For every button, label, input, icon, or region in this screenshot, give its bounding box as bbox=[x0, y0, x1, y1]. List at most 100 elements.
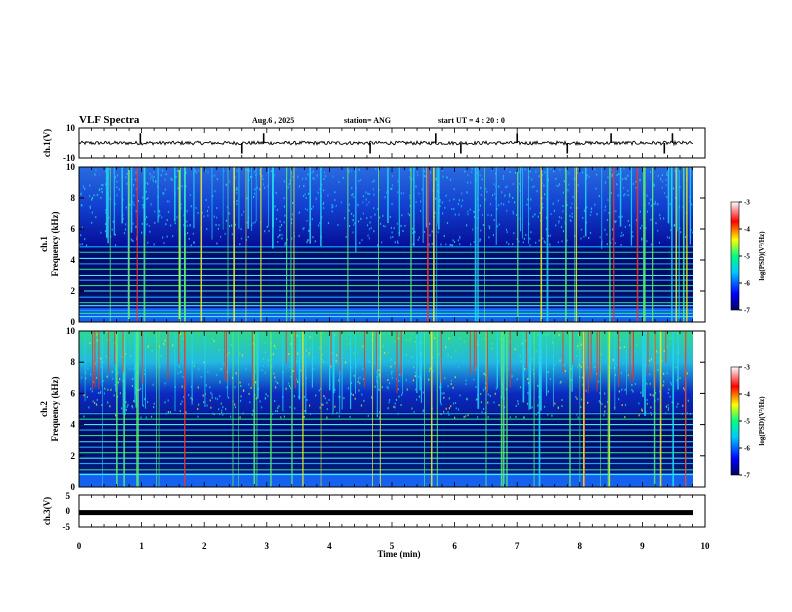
speckle bbox=[457, 203, 460, 206]
speckle bbox=[588, 236, 590, 239]
colorbar-ch2: -3-4-5-6-7 log(PSD)(V²/Hz) bbox=[730, 364, 766, 480]
speckle bbox=[562, 191, 564, 194]
speckle bbox=[236, 199, 238, 202]
speckle bbox=[446, 176, 448, 179]
speckle bbox=[414, 231, 416, 234]
speckle bbox=[635, 180, 637, 183]
speckle bbox=[563, 180, 565, 183]
speckle bbox=[480, 229, 482, 232]
speckle bbox=[226, 386, 228, 389]
speckle bbox=[623, 345, 626, 348]
speckle bbox=[400, 403, 402, 406]
speckle bbox=[148, 345, 150, 348]
speckle bbox=[313, 348, 315, 351]
speckle bbox=[464, 170, 466, 173]
speckle bbox=[180, 403, 182, 406]
speckle bbox=[417, 174, 419, 177]
speckle bbox=[223, 169, 225, 172]
speckle bbox=[390, 358, 392, 361]
speckle bbox=[502, 175, 505, 178]
speckle bbox=[535, 241, 537, 244]
speckle bbox=[374, 344, 377, 347]
speckle bbox=[653, 202, 655, 205]
speckle bbox=[149, 172, 151, 175]
speckle bbox=[397, 191, 399, 194]
speckle bbox=[627, 219, 629, 222]
speckle bbox=[553, 364, 555, 367]
speckle bbox=[518, 170, 520, 173]
speckle bbox=[450, 379, 452, 382]
speckle bbox=[248, 383, 250, 386]
speckle bbox=[362, 345, 364, 348]
speckle bbox=[520, 360, 522, 363]
speckle bbox=[557, 184, 559, 187]
speckle bbox=[158, 338, 160, 341]
speckle bbox=[372, 180, 374, 183]
speckle bbox=[126, 405, 128, 408]
speckle bbox=[547, 390, 549, 393]
speckle bbox=[112, 220, 114, 223]
speckle bbox=[673, 224, 675, 227]
speckle bbox=[389, 332, 391, 335]
speckle bbox=[289, 359, 292, 362]
speckle bbox=[545, 228, 548, 231]
speckle bbox=[360, 178, 362, 181]
speckle bbox=[648, 202, 650, 205]
speckle bbox=[590, 210, 592, 213]
speckle bbox=[620, 372, 622, 375]
speckle bbox=[373, 179, 375, 182]
speckle bbox=[544, 405, 546, 408]
speckle bbox=[544, 171, 546, 174]
speckle bbox=[632, 390, 634, 393]
speckle bbox=[291, 218, 293, 221]
speckle bbox=[168, 200, 170, 203]
speckle bbox=[298, 185, 300, 188]
speckle bbox=[353, 374, 355, 377]
speckle bbox=[611, 173, 614, 176]
speckle bbox=[659, 214, 661, 217]
speckle bbox=[353, 352, 355, 355]
speckle bbox=[132, 368, 134, 371]
speckle bbox=[330, 365, 332, 368]
speckle bbox=[309, 335, 311, 338]
speckle bbox=[275, 331, 277, 334]
speckle bbox=[594, 366, 596, 369]
speckle bbox=[652, 394, 654, 397]
speckle bbox=[264, 186, 266, 189]
speckle bbox=[216, 216, 218, 219]
speckle bbox=[327, 194, 329, 197]
speckle bbox=[373, 207, 375, 210]
speckle bbox=[580, 398, 583, 401]
speckle bbox=[554, 363, 556, 366]
speckle bbox=[342, 176, 344, 179]
ch3-ytick-bottom: -5 bbox=[63, 522, 71, 532]
speckle bbox=[387, 407, 389, 410]
speckle bbox=[206, 210, 209, 213]
speckle bbox=[683, 387, 685, 390]
speckle bbox=[259, 188, 261, 191]
speckle bbox=[537, 215, 539, 218]
speckle bbox=[165, 173, 167, 176]
speckle bbox=[411, 332, 414, 335]
speckle bbox=[406, 388, 408, 391]
speckle bbox=[153, 171, 155, 174]
speckle bbox=[577, 167, 579, 170]
speckle bbox=[240, 384, 242, 387]
speckle bbox=[379, 216, 381, 219]
speckle bbox=[542, 206, 544, 209]
speckle bbox=[150, 203, 152, 206]
speckle bbox=[314, 240, 316, 243]
speckle bbox=[624, 351, 626, 354]
speckle bbox=[275, 380, 277, 383]
speckle bbox=[423, 230, 426, 233]
speckle bbox=[621, 404, 623, 407]
speckle bbox=[632, 235, 634, 238]
speckle bbox=[627, 189, 629, 192]
speckle bbox=[205, 198, 207, 201]
speckle bbox=[261, 369, 263, 372]
speckle bbox=[557, 407, 560, 410]
speckle bbox=[662, 180, 664, 183]
speckle bbox=[103, 392, 105, 395]
speckle bbox=[80, 234, 82, 237]
speckle bbox=[110, 388, 112, 391]
